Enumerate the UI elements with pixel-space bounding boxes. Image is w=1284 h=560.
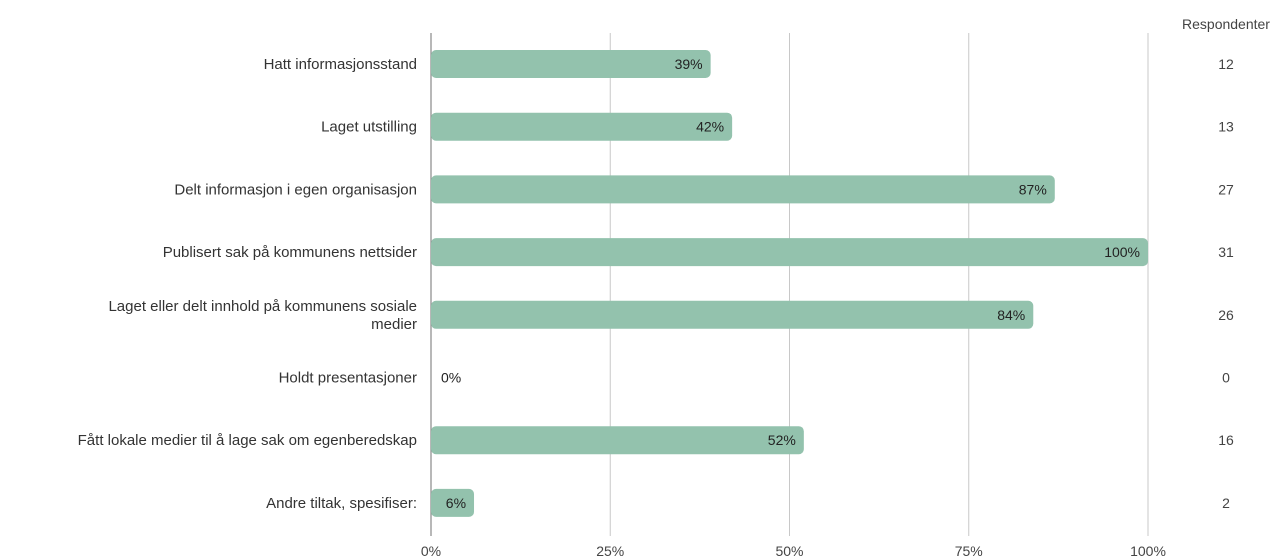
respondents-column: Respondenter 12 13 27 31 26 0 16 2 xyxy=(1182,16,1270,511)
value-label: 87% xyxy=(1019,181,1047,197)
respondent-count: 31 xyxy=(1218,244,1234,260)
respondent-count: 27 xyxy=(1218,181,1234,197)
respondent-count: 12 xyxy=(1218,56,1234,72)
x-tick-label: 75% xyxy=(955,543,983,559)
respondents-header: Respondenter xyxy=(1182,16,1270,32)
bars xyxy=(431,50,1148,517)
category-label: Laget eller delt innhold på kommunens so… xyxy=(108,298,417,333)
bar xyxy=(431,488,475,517)
value-label: 84% xyxy=(997,307,1025,323)
category-label: Fått lokale medier til å lage sak om ege… xyxy=(78,432,417,449)
respondent-count: 16 xyxy=(1218,432,1234,448)
gridlines xyxy=(430,33,1149,536)
category-label: Holdt presentasjoner xyxy=(279,370,417,387)
value-label: 39% xyxy=(675,56,703,72)
value-labels: 39% 42% 87% 100% 84% 0% 52% 6% xyxy=(441,56,1140,511)
respondent-count: 2 xyxy=(1222,495,1230,511)
category-label: Hatt informasjonsstand xyxy=(264,56,417,73)
bar xyxy=(431,426,804,455)
x-tick-label: 0% xyxy=(421,543,441,559)
bar xyxy=(431,175,1055,204)
bar xyxy=(431,112,733,141)
value-label: 42% xyxy=(696,119,724,135)
respondent-count: 13 xyxy=(1218,119,1234,135)
bar xyxy=(431,238,1148,267)
bar xyxy=(431,50,711,78)
value-label: 52% xyxy=(768,432,796,448)
category-label: Laget utstilling xyxy=(321,119,417,136)
value-label: 100% xyxy=(1104,244,1140,260)
x-tick-label: 100% xyxy=(1130,543,1166,559)
value-label: 6% xyxy=(446,495,466,511)
bar xyxy=(431,300,1034,329)
category-label: Delt informasjon i egen organisasjon xyxy=(174,181,417,198)
respondent-count: 0 xyxy=(1222,370,1230,386)
category-label: Publisert sak på kommunens nettsider xyxy=(163,244,417,261)
category-labels: Hatt informasjonsstand Laget utstilling De… xyxy=(78,56,417,512)
category-label: Andre tiltak, spesifiser: xyxy=(266,495,417,512)
x-tick-label: 50% xyxy=(775,543,803,559)
x-axis-ticks: 0% 25% 50% 75% 100% xyxy=(421,543,1166,559)
x-tick-label: 25% xyxy=(596,543,624,559)
respondent-count: 26 xyxy=(1218,307,1234,323)
value-label: 0% xyxy=(441,370,461,386)
